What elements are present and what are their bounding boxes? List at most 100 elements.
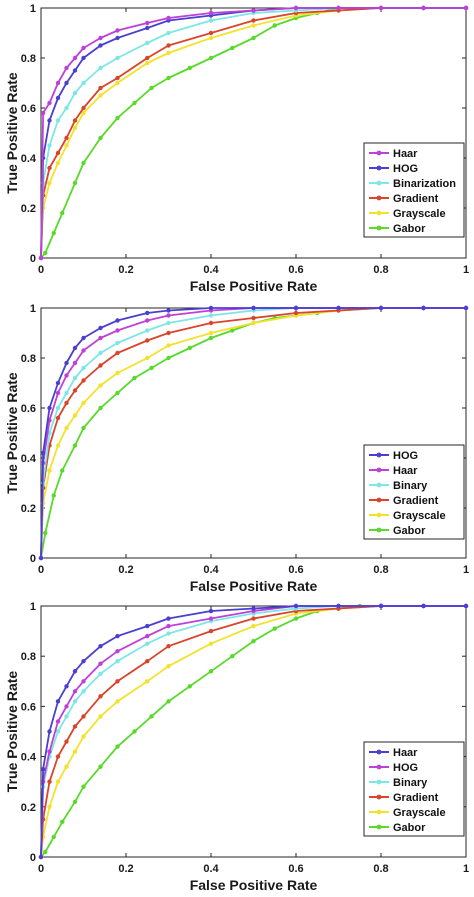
data-point [98, 363, 103, 368]
data-point [64, 360, 69, 366]
x-tick-label: 0.4 [203, 564, 219, 576]
data-point [251, 616, 256, 621]
data-point [378, 5, 384, 11]
data-point [72, 799, 78, 804]
legend-box [363, 741, 465, 837]
data-point [336, 603, 341, 609]
data-point [166, 30, 171, 36]
legend-entry-gabor: Gabor [369, 525, 426, 537]
y-tick-label: 0.4 [21, 153, 37, 165]
data-point [166, 308, 171, 313]
data-point [55, 719, 61, 724]
data-point [55, 729, 61, 734]
y-axis-label: True Positive Rate [4, 671, 20, 793]
y-tick-label: 0 [30, 852, 36, 864]
data-point [38, 255, 44, 261]
data-point [166, 330, 171, 336]
data-point [72, 413, 78, 418]
data-point [98, 405, 103, 411]
data-point [98, 764, 103, 769]
data-point [72, 689, 78, 694]
data-point [81, 425, 86, 431]
data-point [43, 530, 48, 536]
data-point [166, 75, 171, 81]
data-point [208, 313, 214, 318]
data-point [115, 328, 120, 333]
y-tick-label: 0.6 [21, 701, 36, 713]
legend-label: Grayscale [393, 208, 446, 220]
data-point [145, 55, 150, 61]
data-point [145, 60, 150, 66]
legend-label: Gabor [393, 822, 426, 834]
legend-marker [376, 764, 382, 770]
data-point [230, 328, 235, 333]
data-point [293, 5, 299, 11]
data-point [81, 679, 86, 684]
data-point [47, 180, 52, 186]
data-point [55, 405, 61, 411]
data-point [230, 45, 235, 51]
data-point [81, 365, 86, 371]
legend-entry-binary: Binary [369, 480, 428, 492]
data-point [47, 468, 52, 473]
legend-entry-grayscale: Grayscale [369, 807, 446, 819]
data-point [81, 714, 86, 719]
series-line [40, 7, 466, 259]
data-point [72, 90, 78, 96]
x-axis-label: False Positive Rate [190, 278, 318, 294]
legend: Haar HOG Binarization Gradient Grayscale Gabo… [363, 142, 465, 238]
data-point [187, 345, 192, 351]
data-point [149, 85, 154, 91]
data-point [40, 766, 46, 772]
data-point [115, 75, 120, 81]
y-tick-label: 0.2 [21, 802, 36, 814]
data-point [98, 325, 103, 331]
data-point [115, 340, 120, 346]
y-tick-label: 0.2 [21, 203, 36, 215]
data-point [115, 80, 120, 86]
y-axis-label: True Positive Rate [4, 372, 20, 494]
y-tick-label: 1 [30, 303, 36, 315]
data-point [55, 95, 61, 101]
data-point [47, 729, 52, 734]
data-point [293, 603, 299, 609]
data-point [60, 819, 65, 825]
data-point [145, 20, 150, 26]
y-tick-label: 0.6 [21, 103, 36, 115]
legend-label: Binary [393, 777, 428, 789]
data-point [166, 15, 171, 21]
x-tick-label: 1 [463, 564, 469, 576]
legend-marker [376, 195, 382, 201]
data-point [251, 35, 256, 41]
data-point [47, 749, 52, 754]
data-point [98, 85, 103, 91]
data-point [64, 684, 69, 689]
data-point [64, 425, 69, 431]
y-tick-label: 1 [30, 3, 36, 15]
data-point [47, 118, 52, 123]
data-point [81, 348, 86, 353]
data-point [115, 699, 120, 704]
y-tick-label: 0.4 [21, 752, 37, 764]
legend-label: Haar [393, 148, 418, 160]
series-hog [38, 305, 469, 561]
data-point [81, 55, 86, 61]
y-tick-label: 1 [30, 601, 36, 613]
data-point [98, 694, 103, 699]
legend-entry-hog: HOG [369, 163, 418, 175]
legend-label: Grayscale [393, 510, 446, 522]
data-point [166, 313, 171, 318]
data-point [81, 80, 86, 86]
data-point [115, 28, 120, 33]
data-point [145, 338, 150, 343]
data-point [187, 684, 192, 689]
x-tick-label: 0.8 [373, 564, 388, 576]
legend-label: Haar [393, 465, 418, 477]
legend-marker [376, 779, 382, 785]
data-point [64, 739, 69, 744]
data-point [132, 729, 137, 734]
data-point [72, 345, 78, 351]
data-point [64, 135, 69, 141]
data-point [64, 143, 69, 148]
data-point [64, 400, 69, 406]
